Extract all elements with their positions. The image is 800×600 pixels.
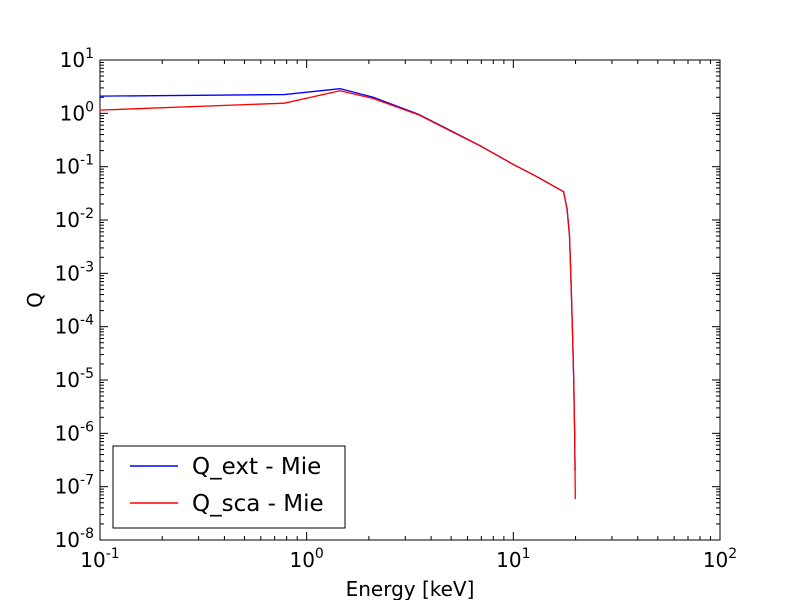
y-tick-label: 100	[60, 99, 94, 125]
y-tick-base: 10	[55, 208, 80, 232]
y-tick-label: 101	[60, 46, 94, 72]
data-point-q-sca	[571, 326, 573, 328]
y-tick-exponent: -6	[80, 419, 94, 435]
data-point-q-ext	[372, 96, 374, 98]
x-tick-label: 102	[703, 546, 737, 572]
data-point-q-sca	[512, 163, 514, 166]
data-point-q-sca	[568, 235, 571, 237]
x-tick-exponent: 2	[728, 546, 737, 562]
y-tick-exponent: -8	[80, 526, 94, 542]
y-tick-exponent: -4	[80, 313, 94, 329]
y-tick-base: 10	[55, 261, 80, 285]
y-tick-base: 10	[55, 315, 80, 339]
legend-box	[112, 445, 346, 529]
data-point-q-sca	[570, 277, 572, 280]
y-tick-label: 10-4	[55, 313, 95, 339]
y-tick-base: 10	[55, 155, 80, 179]
x-tick-base: 10	[80, 548, 105, 572]
data-point-q-sca	[372, 97, 374, 100]
y-tick-label: 10-3	[55, 259, 94, 285]
y-tick-base: 10	[55, 421, 80, 445]
data-point-q-sca	[566, 208, 568, 210]
data-point-q-sca	[99, 109, 101, 111]
data-point-q-sca	[283, 102, 285, 104]
y-tick-base: 10	[60, 48, 85, 72]
y-axis-title: Q	[23, 292, 47, 308]
data-point-q-sca	[574, 432, 576, 434]
data-point-q-sca	[536, 176, 538, 178]
y-tick-exponent: -5	[80, 366, 94, 382]
y-tick-label: 10-2	[55, 206, 94, 232]
y-tick-exponent: -2	[80, 206, 94, 222]
y-tick-base: 10	[55, 475, 80, 499]
x-tick-label: 10-1	[80, 546, 119, 572]
data-point-q-sca	[562, 191, 565, 193]
y-tick-base: 10	[55, 528, 80, 552]
x-tick-base: 10	[496, 548, 521, 572]
data-point-q-sca	[418, 114, 420, 116]
x-tick-label: 101	[496, 546, 530, 572]
y-tick-base: 10	[55, 368, 80, 392]
y-tick-exponent: -7	[80, 473, 94, 489]
y-tick-base: 10	[60, 101, 85, 125]
y-tick-label: 10-1	[55, 153, 94, 179]
legend: Q_ext - Mie Q_sca - Mie	[112, 445, 346, 529]
legend-label-q-ext: Q_ext - Mie	[192, 454, 321, 480]
y-tick-label: 10-5	[55, 366, 94, 392]
legend-label-q-sca: Q_sca - Mie	[192, 491, 324, 517]
ticks-group: 10-1 100 101 10210-810-710-610-510-410-310-…	[55, 46, 738, 572]
y-tick-label: 10-7	[55, 473, 94, 499]
y-tick-exponent: -3	[80, 259, 94, 275]
x-tick-exponent: 1	[522, 546, 531, 562]
y-tick-label: 10-6	[55, 419, 95, 445]
x-tick-exponent: 0	[315, 546, 324, 562]
x-tick-label: 100	[289, 546, 323, 572]
x-axis-title: Energy [keV]	[346, 577, 475, 600]
y-tick-label: 10-8	[55, 526, 94, 552]
data-point-q-ext	[339, 88, 341, 90]
x-tick-base: 10	[289, 548, 314, 572]
data-point-q-sca	[450, 130, 452, 132]
y-tick-exponent: 0	[85, 99, 94, 115]
data-point-q-ext	[283, 93, 285, 96]
data-point-q-sca	[339, 90, 341, 92]
x-tick-exponent: -1	[106, 546, 120, 562]
x-tick-base: 10	[703, 548, 728, 572]
data-point-q-ext	[99, 95, 101, 97]
data-point-q-sca	[574, 497, 576, 500]
series-group	[99, 88, 576, 500]
data-point-q-sca	[480, 145, 482, 147]
data-point-q-sca	[573, 379, 575, 381]
y-tick-exponent: -1	[80, 153, 94, 169]
y-tick-exponent: 1	[85, 46, 94, 62]
